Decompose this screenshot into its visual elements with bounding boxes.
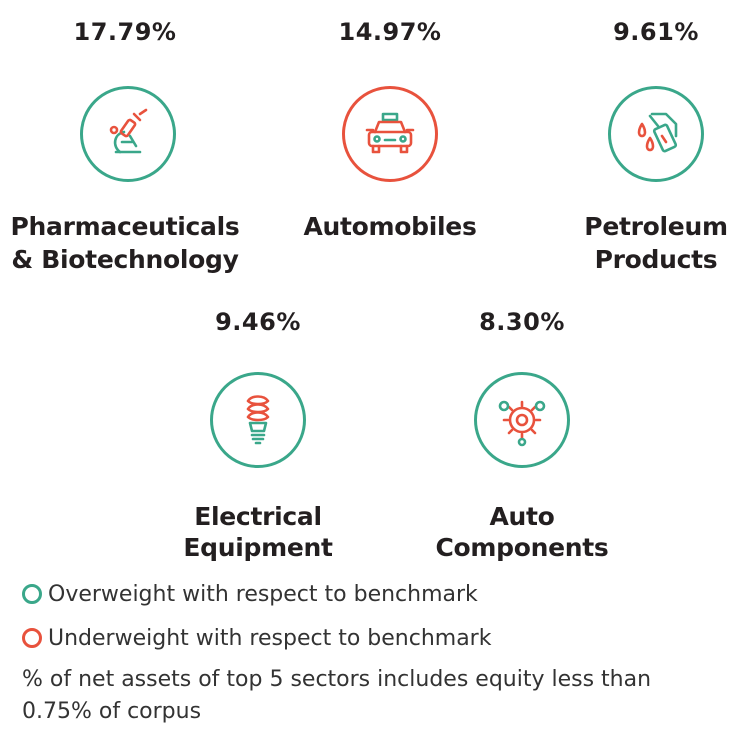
- sector-name-line2: & Biotechnology: [11, 245, 239, 274]
- sector-auto-components: 8.30% Auto Components: [422, 308, 622, 568]
- sector-percent: 14.97%: [338, 18, 442, 46]
- overweight-ring: [80, 86, 176, 182]
- fuel-nozzle-icon: [637, 112, 678, 153]
- underweight-legend-icon: [22, 628, 42, 648]
- sector-electrical-equipment: 9.46% Electrical Equipment: [158, 308, 358, 568]
- sector-name-line2: Components: [435, 533, 609, 562]
- overweight-ring: [608, 86, 704, 182]
- sector-percent: 9.46%: [215, 308, 301, 336]
- footnote: % of net assets of top 5 sectors include…: [22, 667, 652, 724]
- sector-name-line1: Auto: [489, 502, 555, 531]
- sector-percent: 8.30%: [479, 308, 565, 336]
- legend-overweight: Overweight with respect to benchmark: [22, 580, 478, 608]
- sector-percent: 9.61%: [613, 18, 699, 46]
- sector-name-line1: Automobiles: [303, 212, 477, 241]
- sector-percent: 17.79%: [73, 18, 177, 46]
- sector-petroleum-products: 9.61% Petroleum Products: [568, 18, 744, 288]
- sector-name-line1: Petroleum: [584, 212, 728, 241]
- legend-underweight-label: Underweight with respect to benchmark: [48, 625, 492, 651]
- sector-name-line2: Equipment: [183, 533, 333, 562]
- sector-name-line2: Products: [594, 245, 718, 274]
- sector-automobiles: 14.97% Automobiles: [290, 18, 490, 258]
- legend-overweight-label: Overweight with respect to benchmark: [48, 581, 478, 607]
- overweight-legend-icon: [22, 584, 42, 604]
- car-icon: [365, 112, 415, 154]
- sector-pharmaceuticals: 17.79% Pharmaceuticals & Biotechnology: [0, 18, 250, 288]
- sector-name-line1: Pharmaceuticals: [10, 212, 240, 241]
- overweight-ring: [210, 372, 306, 468]
- microscope-icon: [109, 108, 148, 154]
- sector-name-line1: Electrical: [194, 502, 322, 531]
- cfl-bulb-icon: [246, 395, 270, 445]
- legend-underweight: Underweight with respect to benchmark: [22, 624, 491, 652]
- underweight-ring: [342, 86, 438, 182]
- gears-icon: [498, 400, 546, 447]
- overweight-ring: [474, 372, 570, 468]
